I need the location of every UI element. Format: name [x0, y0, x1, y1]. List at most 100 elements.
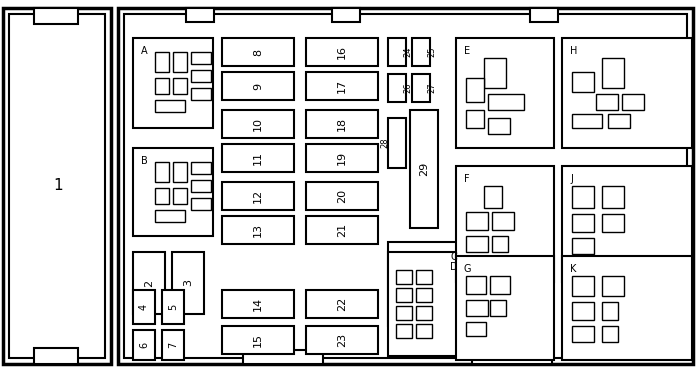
Bar	[191, 88, 211, 100]
Bar	[492, 236, 508, 252]
Bar	[396, 324, 412, 338]
Text: 25: 25	[428, 47, 437, 57]
Bar	[466, 300, 488, 316]
Bar	[222, 144, 294, 172]
Text: B: B	[141, 156, 148, 166]
Bar	[572, 302, 594, 320]
Text: H: H	[570, 46, 578, 56]
Bar	[191, 70, 211, 82]
Text: F: F	[464, 174, 470, 184]
Bar	[416, 324, 432, 338]
Bar	[416, 276, 432, 288]
Bar	[572, 186, 594, 208]
Bar	[191, 162, 211, 174]
Bar	[388, 118, 406, 168]
Text: 19: 19	[337, 151, 347, 165]
Bar	[416, 308, 432, 320]
Bar	[484, 186, 502, 208]
Bar	[466, 110, 484, 128]
Bar	[306, 326, 378, 354]
Bar	[306, 144, 378, 172]
Bar	[332, 8, 360, 22]
Bar	[133, 252, 165, 314]
Bar	[173, 188, 187, 204]
Bar	[466, 236, 488, 252]
Bar	[596, 94, 618, 110]
Bar	[396, 306, 412, 320]
Bar	[572, 72, 594, 92]
Bar	[396, 288, 412, 302]
Bar	[602, 214, 624, 232]
Bar	[608, 114, 630, 128]
Bar	[306, 290, 378, 318]
Bar	[191, 180, 211, 192]
Bar	[484, 58, 506, 88]
Text: 26: 26	[403, 83, 412, 93]
Text: K: K	[570, 264, 576, 274]
Bar	[396, 270, 412, 284]
Bar	[456, 256, 554, 360]
Bar	[155, 162, 169, 182]
Bar	[562, 38, 692, 148]
Bar	[416, 288, 432, 302]
Text: G: G	[464, 264, 472, 274]
Bar	[396, 292, 412, 304]
Bar	[472, 350, 552, 364]
Bar	[530, 8, 558, 22]
Bar	[456, 38, 554, 148]
Bar	[572, 326, 594, 342]
Text: 7: 7	[168, 342, 178, 348]
Bar	[34, 8, 78, 24]
Bar	[572, 276, 594, 296]
Text: C: C	[451, 252, 457, 262]
Bar	[396, 308, 412, 320]
Text: 10: 10	[253, 117, 263, 131]
Text: 20: 20	[337, 189, 347, 203]
Text: 4: 4	[139, 304, 149, 310]
Text: J: J	[570, 174, 573, 184]
Text: 6: 6	[139, 342, 149, 348]
Bar	[488, 118, 510, 134]
Text: 3: 3	[183, 279, 193, 286]
Bar	[155, 188, 169, 204]
Bar	[191, 52, 211, 64]
Bar	[34, 348, 78, 364]
Text: 8: 8	[253, 48, 263, 55]
Bar	[306, 110, 378, 138]
Bar	[306, 72, 378, 100]
Bar	[133, 330, 155, 360]
Bar	[133, 290, 155, 324]
Text: 12: 12	[253, 189, 263, 203]
Text: A: A	[141, 46, 148, 56]
Bar	[466, 276, 486, 294]
Text: 9: 9	[253, 83, 263, 90]
Bar	[173, 162, 187, 182]
Text: D: D	[450, 262, 458, 272]
Bar	[133, 38, 213, 128]
Bar	[602, 276, 624, 296]
Text: 28: 28	[381, 138, 389, 148]
Bar	[222, 326, 294, 354]
Bar	[492, 212, 514, 230]
Bar	[562, 166, 692, 282]
Bar	[306, 182, 378, 210]
Text: 22: 22	[337, 297, 347, 311]
Text: E: E	[464, 46, 470, 56]
Bar	[191, 198, 211, 210]
Bar	[306, 38, 378, 66]
Bar	[388, 74, 406, 102]
Bar	[412, 38, 430, 66]
Bar	[155, 100, 185, 112]
Bar	[456, 166, 554, 282]
Bar	[222, 182, 294, 210]
Bar	[416, 260, 432, 272]
Bar	[572, 238, 594, 254]
Text: 29: 29	[419, 162, 429, 176]
Bar	[243, 350, 323, 364]
Bar	[222, 38, 294, 66]
Bar	[466, 322, 486, 336]
Bar	[388, 252, 466, 356]
Text: 14: 14	[253, 297, 263, 311]
Text: 1: 1	[53, 179, 63, 193]
Text: 15: 15	[253, 333, 263, 347]
